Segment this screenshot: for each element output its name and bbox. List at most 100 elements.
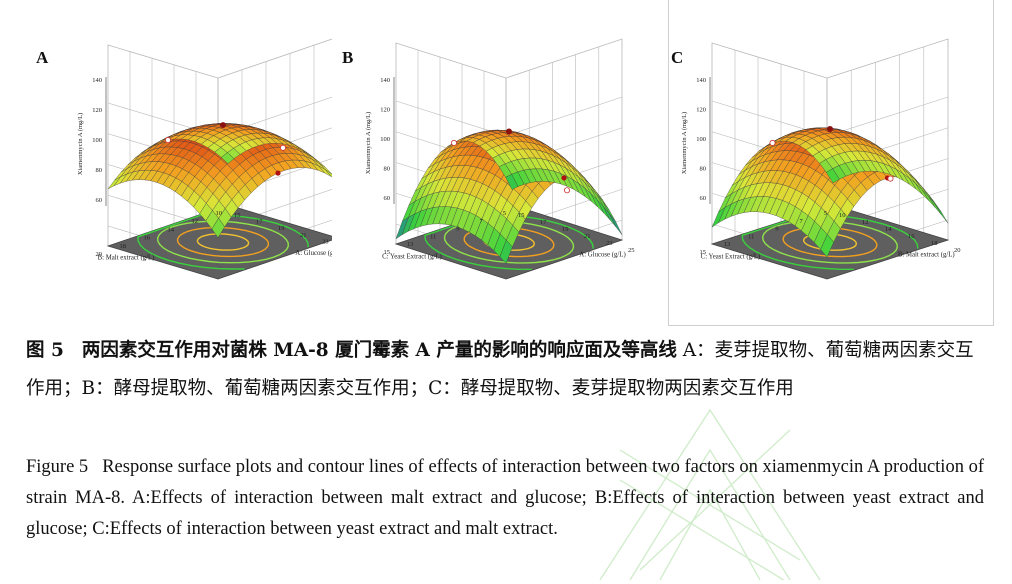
- z-tick-label: 140: [380, 77, 390, 84]
- right-axis-tick-label: 20: [954, 247, 961, 254]
- right-axis-tick-label: 10: [839, 212, 846, 219]
- z-tick-label: 140: [696, 77, 706, 84]
- design-point: [827, 125, 833, 132]
- right-axis-label: B: Malt extract (g/L): [898, 251, 955, 258]
- z-tick-label: 120: [92, 107, 102, 114]
- design-point: [887, 175, 894, 182]
- panel-divider: [668, 325, 993, 326]
- left-axis-tick-label: 20: [96, 251, 103, 258]
- panel-divider: [993, 0, 994, 326]
- contour-line: [156, 220, 290, 264]
- right-axis-tick-label: 15: [518, 212, 525, 219]
- design-point: [275, 170, 281, 176]
- z-axis-label: Xiamenmycin A (mg/L): [77, 113, 84, 175]
- left-axis-tick-label: 5: [824, 210, 827, 217]
- design-point: [279, 144, 286, 151]
- surface-cell: [603, 206, 617, 228]
- figure-caption-chinese: 图 5 两因素交互作用对菌株 MA-8 厦门霉素 A 产量的影响的响应面及等高线 …: [26, 332, 986, 408]
- right-axis-tick-label: 16: [908, 233, 915, 240]
- left-axis-tick-label: 9: [775, 226, 778, 233]
- right-axis-tick-label: 15: [234, 212, 241, 219]
- surface-cell: [915, 183, 929, 201]
- right-axis-tick-label: 25: [628, 247, 635, 254]
- right-axis-tick-label: 14: [885, 226, 892, 233]
- response-surface-plot-b: 60 80 100 120 140 Xiamenmycin A (mg/L) 5 7 9 11 13…: [365, 38, 635, 280]
- design-point: [220, 122, 226, 129]
- left-axis-tick-label: 14: [168, 226, 175, 233]
- left-axis-tick-label: 5: [503, 210, 506, 217]
- z-tick-label: 60: [384, 195, 391, 202]
- right-axis-tick-label: 21: [584, 233, 591, 240]
- right-axis-tick-label: 23: [606, 240, 613, 247]
- z-tick-label: 80: [700, 166, 707, 173]
- panel-b: 60 80 100 120 140 Xiamenmycin A (mg/L) 5 7 9 11 13…: [332, 0, 668, 326]
- contour-line: [176, 226, 270, 258]
- panel-label: C: [671, 48, 684, 67]
- panel-label: B: [342, 48, 354, 67]
- surface-cell: [609, 213, 623, 235]
- right-axis-tick-label: 19: [562, 226, 569, 233]
- contour-line: [741, 213, 919, 270]
- z-tick-label: 140: [92, 77, 102, 84]
- right-axis-tick-label: 12: [862, 219, 869, 226]
- z-axis-label: Xiamenmycin A (mg/L): [681, 112, 688, 174]
- z-tick-label: 60: [700, 195, 707, 202]
- response-surface-plot-c: 60 80 100 120 140 Xiamenmycin A (mg/L) 5 7 9 11 13…: [681, 38, 961, 280]
- figure-number: 图 5: [26, 340, 64, 361]
- figure-5: 60 80 100 120 140 Xiamenmycin A (mg/L) 10 12 14 1…: [36, 0, 994, 326]
- panel-divider: [668, 0, 669, 326]
- z-tick-label: 80: [384, 166, 391, 173]
- response-surface-plot-a: 60 80 100 120 140 Xiamenmycin A (mg/L) 10 12 14 1…: [77, 38, 332, 280]
- z-tick-label: 80: [96, 167, 103, 174]
- right-axis-tick-label: 18: [931, 240, 938, 247]
- figure-description-en: Response surface plots and contour lines…: [26, 457, 984, 539]
- left-axis-tick-label: 13: [724, 241, 731, 248]
- z-tick-label: 100: [380, 136, 390, 143]
- left-axis-tick-label: 7: [480, 218, 484, 225]
- right-axis-tick-label: 17: [256, 219, 263, 226]
- contour-floor: [106, 204, 332, 280]
- left-axis-tick-label: 16: [144, 235, 151, 242]
- right-axis-tick-label: 19: [278, 225, 285, 232]
- z-tick-label: 60: [96, 197, 103, 204]
- surface-cell: [928, 196, 942, 216]
- left-axis-tick-label: 7: [800, 218, 804, 225]
- z-tick-label: 120: [380, 107, 390, 114]
- design-point: [164, 137, 171, 144]
- design-point: [563, 187, 570, 194]
- response-surface: [107, 123, 332, 238]
- left-axis-label: C: Yeast Extract (g/L): [701, 254, 761, 261]
- surface-cell: [325, 169, 332, 178]
- design-point: [769, 139, 776, 146]
- left-axis-tick-label: 15: [700, 249, 707, 256]
- z-tick-label: 100: [92, 137, 102, 144]
- panel-label: A: [36, 48, 49, 67]
- contour-line: [196, 233, 250, 251]
- figure-caption-english: Figure 5 Response surface plots and conto…: [26, 452, 984, 545]
- design-point: [506, 128, 512, 135]
- right-axis-tick-label: 17: [540, 219, 547, 226]
- left-axis-tick-label: 13: [407, 241, 414, 248]
- right-axis-tick-label: 21: [300, 232, 307, 239]
- right-axis-label: A: Glucose (g/L): [579, 251, 625, 258]
- contour-line: [137, 214, 309, 270]
- contour-line: [782, 226, 878, 258]
- response-surface: [711, 127, 949, 258]
- left-axis-label: C: Yeast Extract (g/L): [382, 254, 442, 261]
- figure-title: 两因素交互作用对菌株 MA-8 厦门霉素 A 产量的影响的响应面及等高线: [81, 340, 677, 361]
- left-axis-tick-label: 11: [430, 233, 436, 240]
- left-axis-tick-label: 12: [192, 218, 199, 225]
- response-surface: [395, 129, 623, 264]
- left-axis-tick-label: 9: [456, 226, 459, 233]
- z-axis-label: Xiamenmycin A (mg/L): [365, 112, 372, 174]
- surface-cell: [934, 203, 949, 224]
- design-point: [561, 175, 567, 181]
- figure-description: A：麦芽提取物、葡萄糖两因素交互作用；B：酵母提取物、葡萄糖两因素交互作用；C：…: [26, 340, 974, 399]
- design-point: [451, 139, 458, 146]
- right-axis-tick-label: 23: [322, 238, 329, 245]
- panel-c: 60 80 100 120 140 Xiamenmycin A (mg/L) 5 7 9 11 13…: [668, 0, 993, 326]
- left-axis-tick-label: 15: [384, 249, 391, 256]
- right-axis-label: A: Glucose (g/L): [295, 250, 332, 257]
- contour-line: [761, 220, 899, 264]
- figure-number-en: Figure 5: [26, 457, 89, 477]
